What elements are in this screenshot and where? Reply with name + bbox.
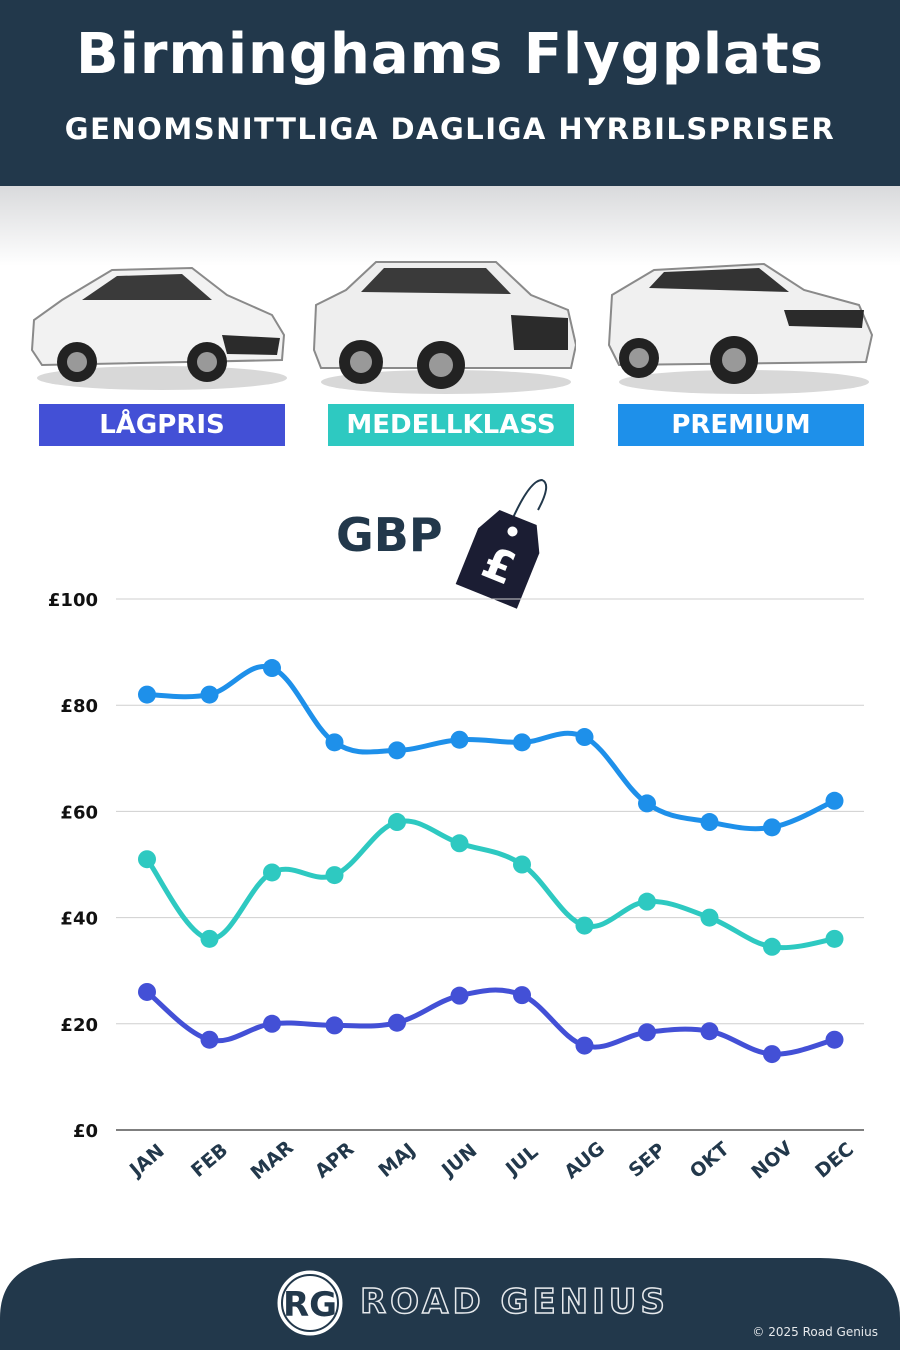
data-point [138,982,156,1001]
budget-car-image [30,266,287,390]
data-point [763,937,781,956]
category-label-midsize: MEDELLKLASS [328,404,574,446]
x-tick-label: FEB [187,1139,232,1182]
brand-logo-initials: RG [283,1285,337,1325]
series-line [144,664,837,832]
data-point [263,659,281,678]
category-label-budget: LÅGPRIS [39,404,285,446]
x-tick-label: APR [311,1138,359,1183]
x-tick-label: AUG [560,1137,609,1183]
data-point [513,733,531,752]
data-point [388,1013,406,1032]
data-point [513,855,531,874]
data-point [325,1016,344,1035]
page-title: Birminghams Flygplats [75,22,825,87]
y-tick-label: £40 [60,909,98,930]
x-tick-label: JUL [500,1141,542,1181]
data-point [700,813,719,832]
data-point [638,892,656,911]
data-point [763,1045,781,1064]
data-point [138,685,156,704]
footer-band: RG [0,1258,900,1350]
data-point [263,1014,281,1033]
x-tick-label: MAR [247,1136,298,1184]
copyright-text: © 2025 Road Genius [752,1325,878,1339]
data-point [450,986,469,1005]
data-point [200,685,219,704]
y-tick-label: £20 [60,1015,98,1036]
data-point [450,834,469,853]
brand-name: ROAD GENIUS [359,1281,669,1323]
data-point [325,866,344,885]
x-tick-label: NOV [747,1137,797,1184]
data-point [200,1030,219,1049]
x-tick-label: SEP [625,1139,670,1182]
currency-label: GBP [336,508,443,562]
series-line [144,818,837,951]
data-point [825,929,844,948]
category-label-premium: PREMIUM [618,404,864,446]
data-point [388,813,406,832]
y-tick-label: £0 [73,1121,98,1142]
series-line [144,987,837,1057]
data-point [825,1030,844,1049]
price-tag-icon: £ [455,478,548,609]
data-point [200,929,219,948]
data-point [700,1022,719,1041]
data-point [263,863,281,882]
data-point [138,850,156,869]
x-tick-label: JUN [436,1140,481,1183]
x-tick-label: OKT [686,1138,734,1183]
data-point [575,1036,594,1055]
header: Birminghams Flygplats GENOMSNITTLIGA DAG… [0,0,900,186]
data-point [825,791,844,810]
y-tick-label: £100 [48,590,98,611]
header-fade [0,186,900,266]
data-point [388,741,406,760]
y-tick-label: £80 [60,696,98,717]
price-line-chart: £0 £20 £40 £60 £80 £100 JAN FEB MAR APR MAJ JUN JUL A… [48,590,864,1184]
x-tick-label: JAN [124,1140,169,1182]
data-point [450,730,469,749]
page-subtitle: GENOMSNITTLIGA DAGLIGA HYRBILSPRISER [64,112,836,146]
midsize-car-image [312,261,576,394]
premium-car-image [607,262,874,394]
data-point [575,916,594,935]
data-point [638,794,656,813]
data-point [325,733,344,752]
y-tick-label: £60 [60,802,98,823]
x-tick-label: DEC [811,1138,858,1182]
data-point [575,728,594,747]
x-tick-label: MAJ [374,1139,419,1182]
data-point [700,908,719,927]
data-point [513,986,531,1005]
data-point [638,1023,656,1042]
data-point [763,818,781,837]
